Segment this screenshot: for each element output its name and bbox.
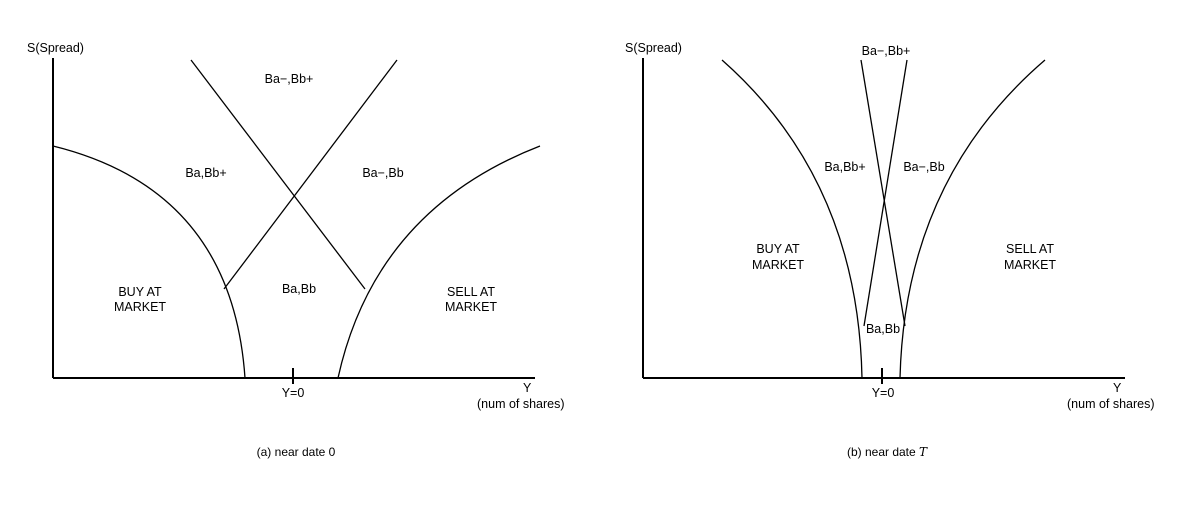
panel-a-buy-label-line2: MARKET — [114, 300, 166, 314]
panel-a-sell-label-line2: MARKET — [445, 300, 497, 314]
panel-b-caption-prefix: (b) near date — [847, 445, 919, 459]
panel-a-region-top: Ba−,Bb+ — [265, 72, 314, 86]
panel-a-origin-label: Y=0 — [282, 386, 305, 400]
panel-a-region-left: Ba,Bb+ — [185, 166, 226, 180]
panel-a-sell-boundary-curve — [337, 145, 541, 379]
panel-b-buy-boundary-curve — [721, 59, 863, 379]
panel-a: S(Spread) Y (num of shares) Y=0 Ba−,Bb+ … — [27, 41, 565, 459]
panel-b-caption-symbol: T — [919, 445, 928, 459]
panel-b-x-axis-label: Y — [1113, 381, 1122, 395]
panel-b-region-right: Ba−,Bb — [903, 160, 944, 174]
panel-a-y-axis-label: S(Spread) — [27, 41, 84, 55]
panel-a-region-right: Ba−,Bb — [362, 166, 403, 180]
panel-a-descending-line — [190, 59, 366, 290]
panel-a-caption: (a) near date 0 — [257, 445, 336, 459]
panel-b-buy-label-line2: MARKET — [752, 258, 804, 272]
panel-b-region-top: Ba−,Bb+ — [862, 44, 911, 58]
panel-a-region-center: Ba,Bb — [282, 282, 316, 296]
panel-b-sell-boundary-curve — [899, 59, 1046, 379]
panel-a-buy-boundary-curve — [52, 145, 246, 379]
panel-a-x-axis-label: Y — [523, 381, 532, 395]
panel-b-region-center: Ba,Bb — [866, 322, 900, 336]
panel-a-x-axis-unit: (num of shares) — [477, 397, 565, 411]
panel-a-sell-label-line1: SELL AT — [447, 285, 495, 299]
panel-b-caption: (b) near date T — [847, 445, 928, 459]
panel-b: S(Spread) Y (num of shares) Y=0 Ba−,Bb+ … — [625, 41, 1155, 459]
panel-b-sell-label-line1: SELL AT — [1006, 242, 1054, 256]
panel-b-y-axis-label: S(Spread) — [625, 41, 682, 55]
panel-b-sell-label-line2: MARKET — [1004, 258, 1056, 272]
panel-a-ascending-line — [223, 59, 398, 290]
panel-b-x-axis-unit: (num of shares) — [1067, 397, 1155, 411]
panel-b-descending-line — [860, 59, 906, 327]
panel-b-buy-label-line1: BUY AT — [756, 242, 800, 256]
panel-b-origin-label: Y=0 — [872, 386, 895, 400]
panel-b-region-left: Ba,Bb+ — [824, 160, 865, 174]
panel-b-ascending-line — [863, 59, 908, 327]
panel-a-buy-label-line1: BUY AT — [118, 285, 162, 299]
